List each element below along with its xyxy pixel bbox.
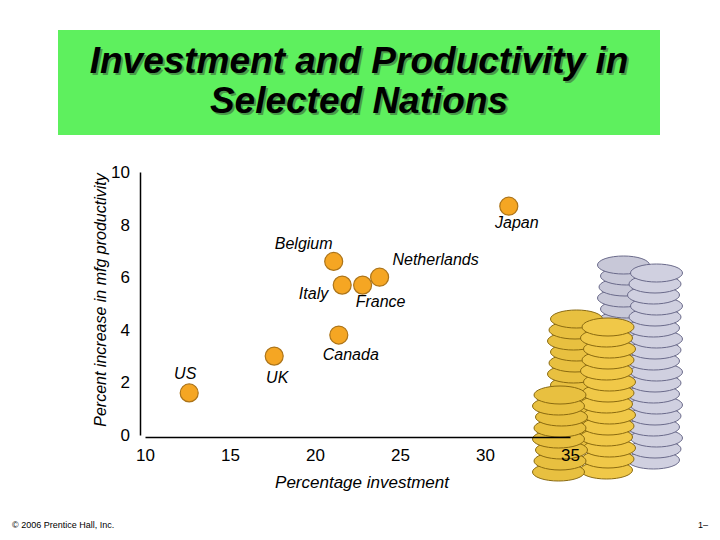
point-label: France: [356, 293, 406, 310]
x-tick-label: 15: [221, 446, 240, 465]
copyright: © 2006 Prentice Hall, Inc.: [12, 520, 114, 530]
point: [180, 384, 198, 402]
x-tick: 35: [561, 437, 580, 465]
coin: [534, 386, 586, 404]
y-tick-label: 2: [121, 373, 130, 392]
x-tick-label: 20: [306, 446, 325, 465]
chart: Investment and Productivity inSelected N…: [0, 0, 720, 540]
title: Investment and Productivity inSelected N…: [90, 40, 629, 121]
y-tick: 6: [121, 268, 140, 287]
point-label: UK: [266, 369, 290, 386]
x-axis-title: Percentage investment: [275, 473, 450, 492]
x-tick-label: 10: [136, 446, 155, 465]
point: [500, 197, 518, 215]
y-tick: 8: [121, 216, 140, 235]
axis-line: [140, 173, 142, 436]
coin-stacks: [533, 256, 683, 481]
point-label: Canada: [323, 346, 379, 363]
x-tick-label: 30: [476, 446, 495, 465]
y-axis: 0 2 4 6 8 10: [111, 163, 140, 445]
page-number: 1–: [698, 520, 708, 530]
x-tick: 30: [476, 437, 495, 465]
point-labels: US UK Canada Italy Belgium France Netherlands J…: [174, 214, 539, 386]
point: [371, 268, 389, 286]
point: [325, 252, 343, 270]
x-tick: 10: [136, 437, 155, 465]
y-tick: 0: [121, 426, 140, 445]
point: [265, 347, 283, 365]
title-box: Investment and Productivity inSelected N…: [58, 30, 660, 135]
y-tick: 2: [121, 373, 140, 392]
y-tick-label: 4: [121, 321, 130, 340]
x-axis: 10 15 20 25 30 35: [136, 437, 580, 465]
x-tick-label: 25: [391, 446, 410, 465]
point: [354, 276, 372, 294]
point: [330, 326, 348, 344]
y-tick-label: 10: [111, 163, 130, 182]
y-tick-label: 0: [121, 426, 130, 445]
y-axis-title: Percent increase in mfg productivity: [92, 172, 109, 426]
points: [180, 197, 518, 402]
point-label: US: [174, 365, 197, 382]
point: [333, 276, 351, 294]
point-label: Netherlands: [392, 251, 478, 268]
x-tick-label: 35: [561, 446, 580, 465]
x-tick: 20: [306, 437, 325, 465]
y-tick-label: 8: [121, 216, 130, 235]
y-tick: 4: [121, 321, 140, 340]
point-label: Japan: [494, 214, 539, 231]
coin: [582, 318, 634, 336]
point-label: Italy: [299, 285, 329, 302]
y-tick-label: 6: [121, 268, 130, 287]
y-tick: 10: [111, 163, 140, 182]
x-tick: 25: [391, 437, 410, 465]
title-background: [58, 30, 660, 135]
axis-line: [146, 437, 571, 439]
point-label: Belgium: [275, 235, 333, 252]
coin: [631, 264, 683, 282]
x-tick: 15: [221, 437, 240, 465]
